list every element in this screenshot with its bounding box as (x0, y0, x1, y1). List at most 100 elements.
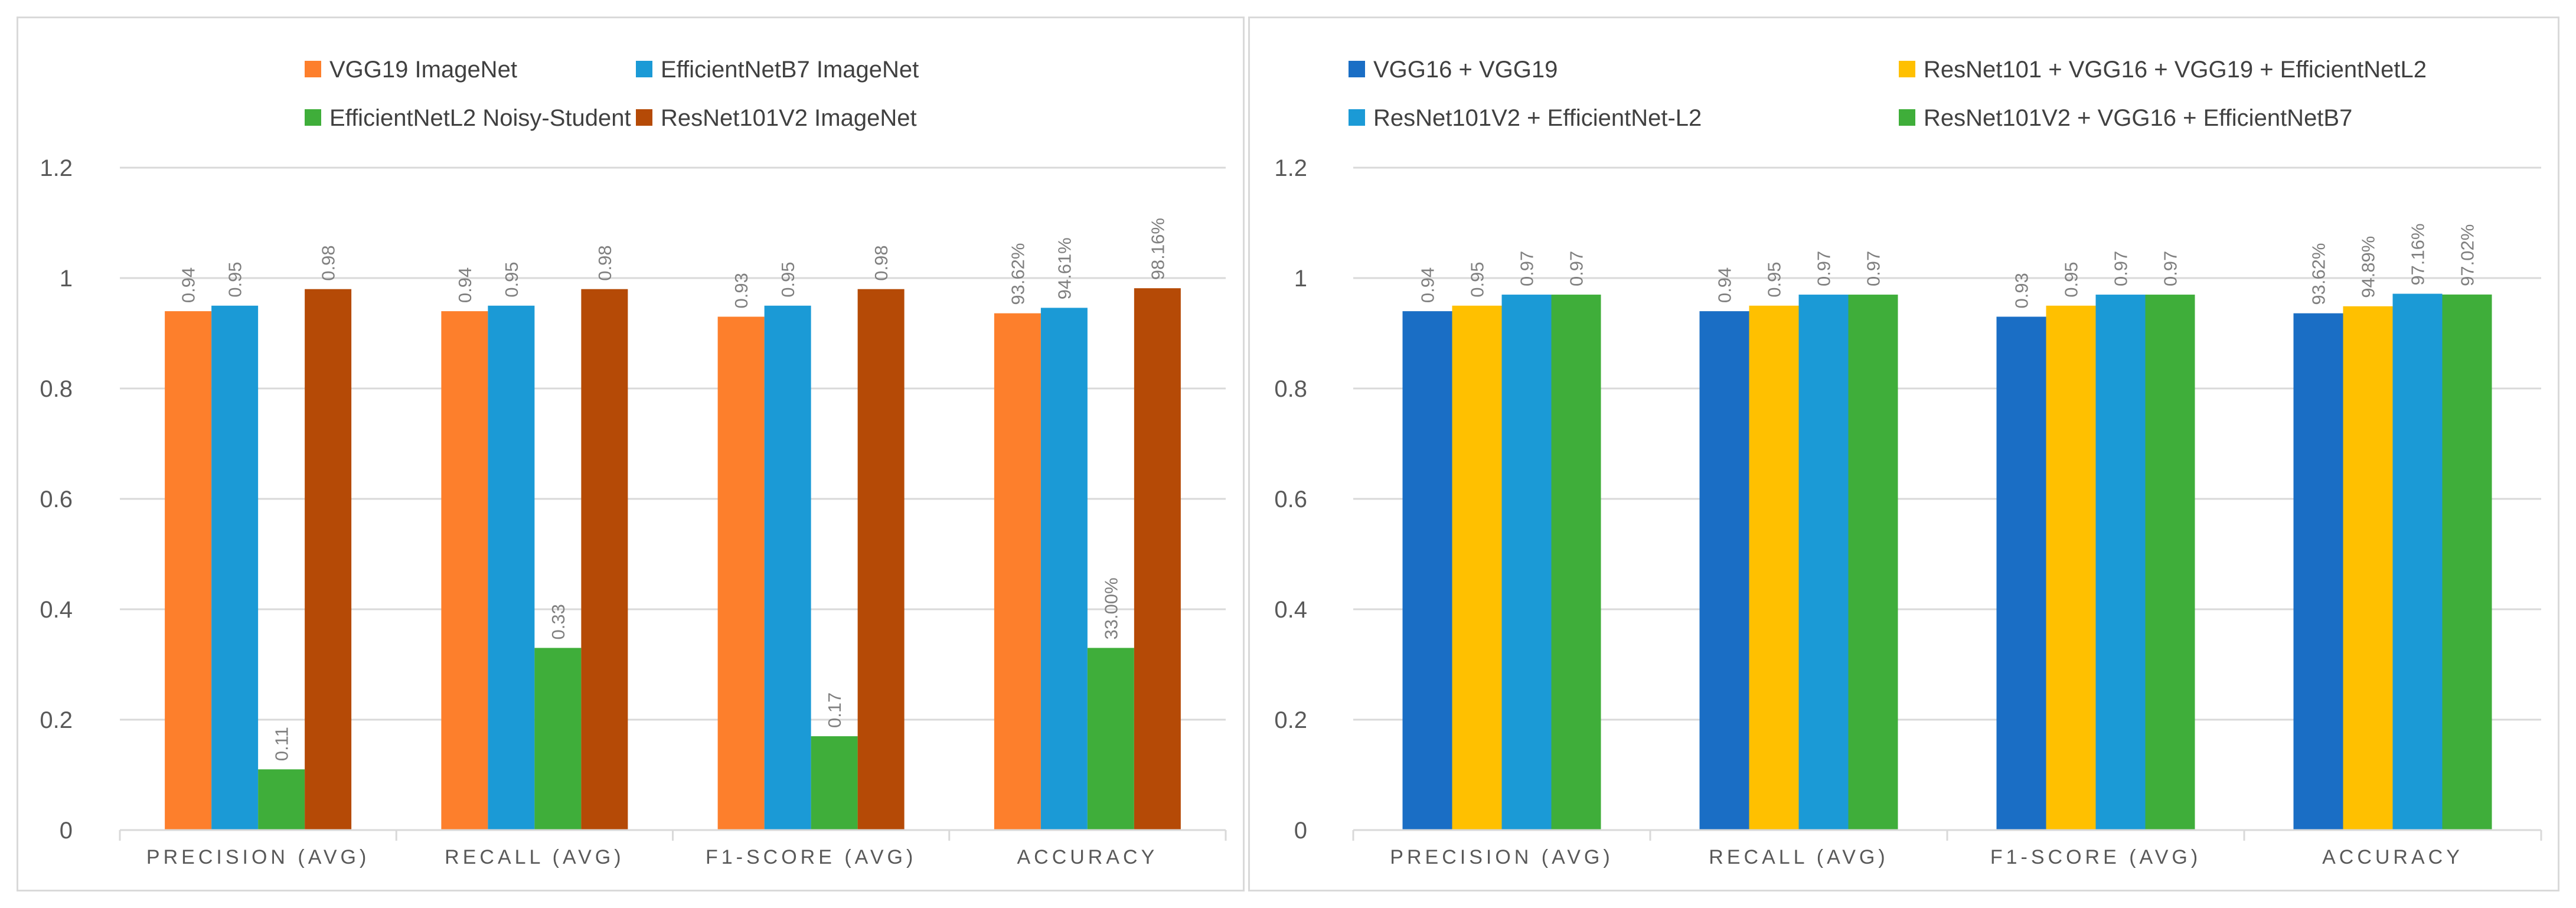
data-label: 0.98 (871, 245, 892, 280)
bar (1087, 648, 1134, 830)
left-chart-svg: 0 0.2 0.4 0.6 0.8 1 1.2 PRECISION (AVG) 0.94 0.95… (40, 57, 1227, 868)
data-label: 0.11 (272, 727, 292, 761)
y-tick-label: 0 (1294, 818, 1307, 844)
data-label: 0.97 (2111, 251, 2131, 286)
y-tick-label: 0.4 (40, 597, 73, 623)
right-chart-svg: 0 0.2 0.4 0.6 0.8 1 1.2 PRECISION (AVG) 0.94 0.95… (1274, 57, 2542, 868)
right-chart-panel: 0 0.2 0.4 0.6 0.8 1 1.2 PRECISION (AVG) 0.94 0.95… (1248, 17, 2559, 891)
legend-swatch (1349, 61, 1365, 77)
bar (1040, 308, 1088, 830)
bar (1749, 305, 1799, 830)
bar (994, 313, 1041, 830)
bar (1996, 316, 2046, 830)
legend-swatch (636, 61, 652, 77)
x-category-label: PRECISION (AVG) (1390, 846, 1613, 868)
bar (811, 736, 858, 830)
bar (258, 769, 305, 830)
y-tick-label: 0.2 (1274, 707, 1307, 733)
bar (305, 289, 352, 830)
y-tick-label: 1 (1294, 266, 1307, 292)
left-chart-panel: 0 0.2 0.4 0.6 0.8 1 1.2 PRECISION (AVG) 0.94 0.95… (17, 17, 1245, 891)
bar (1848, 295, 1898, 830)
x-category-label: RECALL (AVG) (1709, 846, 1888, 868)
data-label: 0.98 (595, 245, 615, 280)
legend-label: VGG16 + VGG19 (1373, 57, 1558, 83)
x-category-label: F1-SCORE (AVG) (706, 846, 916, 868)
x-category-label: RECALL (AVG) (445, 846, 624, 868)
legend-label: ResNet101 + VGG16 + VGG19 + EfficientNet… (1924, 57, 2427, 83)
legend-label: ResNet101V2 + VGG16 + EfficientNetB7 (1924, 105, 2352, 131)
bar (1551, 295, 1601, 830)
data-label: 0.17 (824, 693, 845, 728)
y-tick-label: 0.2 (40, 707, 73, 733)
bar (1452, 305, 1502, 830)
x-category-label: F1-SCORE (AVG) (1990, 846, 2201, 868)
bar (764, 305, 811, 830)
y-tick-label: 0 (60, 818, 73, 844)
data-label: 0.97 (2160, 251, 2181, 286)
data-label: 0.94 (1418, 267, 1438, 303)
bar (2046, 305, 2096, 830)
legend-swatch (636, 109, 652, 126)
data-label: 0.95 (501, 262, 522, 297)
data-label: 0.95 (2061, 262, 2082, 297)
bar (165, 311, 212, 830)
bar (2095, 295, 2146, 830)
x-category-label: PRECISION (AVG) (146, 846, 370, 868)
data-label: 0.94 (178, 267, 199, 303)
bar (1134, 288, 1181, 831)
data-label: 0.95 (225, 262, 246, 297)
y-tick-label: 0.8 (40, 376, 73, 402)
legend-label: EfficientNetL2 Noisy-Student (329, 105, 631, 131)
data-label: 94.89% (2358, 236, 2379, 298)
bar (857, 289, 905, 830)
bar (2145, 295, 2195, 830)
y-tick-label: 0.6 (40, 486, 73, 512)
bar (1402, 311, 1452, 830)
bar (581, 289, 628, 830)
y-tick-label: 0.8 (1274, 376, 1307, 402)
data-label: 0.93 (731, 273, 752, 308)
data-label: 98.16% (1147, 218, 1168, 280)
legend-swatch (1899, 109, 1915, 126)
data-label: 0.97 (1517, 251, 1537, 286)
bar (2392, 293, 2443, 831)
data-label: 33.00% (1101, 577, 1121, 639)
data-label: 0.94 (1715, 267, 1735, 303)
y-tick-label: 1.2 (40, 155, 73, 181)
x-category-label: ACCURACY (2322, 846, 2463, 868)
legend-swatch (305, 61, 321, 77)
data-label: 0.98 (318, 245, 339, 280)
legend-swatch (1349, 109, 1365, 126)
data-label: 97.02% (2457, 224, 2478, 286)
legend-label: ResNet101V2 + EfficientNet-L2 (1373, 105, 1702, 131)
data-label: 93.62% (1007, 243, 1028, 305)
legend-label: ResNet101V2 ImageNet (661, 105, 917, 131)
legend-swatch (1899, 61, 1915, 77)
data-label: 0.97 (1566, 251, 1587, 286)
data-label: 0.95 (778, 262, 798, 297)
data-label: 0.95 (1764, 262, 1785, 297)
data-label: 0.97 (1814, 251, 1834, 286)
legend-swatch (305, 109, 321, 126)
bar (2343, 306, 2393, 830)
y-tick-label: 1 (60, 266, 73, 292)
legend-label: EfficientNetB7 ImageNet (661, 57, 919, 83)
data-label: 0.95 (1467, 262, 1488, 297)
bar (441, 311, 488, 830)
bar (717, 316, 765, 830)
bar (1798, 295, 1849, 830)
data-label: 0.33 (548, 604, 569, 639)
bar (1699, 311, 1749, 830)
bar (2442, 294, 2492, 830)
data-label: 97.16% (2408, 223, 2428, 285)
legend-label: VGG19 ImageNet (329, 57, 517, 83)
bar (534, 648, 582, 830)
data-label: 94.61% (1054, 237, 1075, 299)
data-label: 0.93 (2012, 273, 2032, 308)
bar (2293, 313, 2343, 830)
bar (211, 305, 259, 830)
y-tick-label: 0.4 (1274, 597, 1307, 623)
bar (1501, 295, 1552, 830)
bar (488, 305, 535, 830)
